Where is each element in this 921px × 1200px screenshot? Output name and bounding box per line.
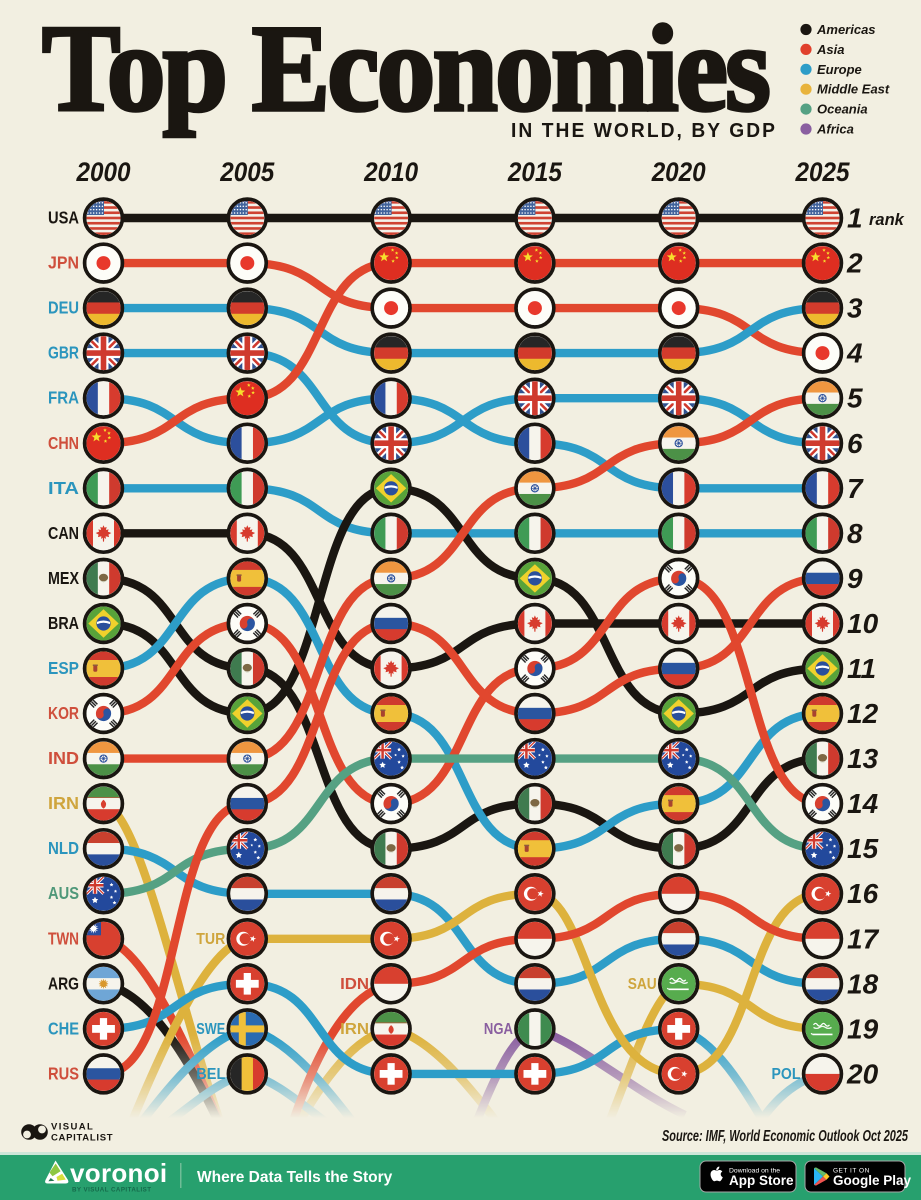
svg-text:20: 20 — [846, 1058, 879, 1089]
svg-text:7: 7 — [847, 473, 864, 504]
svg-text:FRA: FRA — [48, 388, 79, 408]
svg-text:NLD: NLD — [48, 838, 79, 858]
svg-text:2: 2 — [846, 248, 863, 279]
svg-text:ITA: ITA — [48, 478, 79, 498]
svg-text:Africa: Africa — [816, 122, 854, 137]
svg-text:IND: IND — [48, 748, 79, 768]
svg-text:Middle East: Middle East — [817, 82, 890, 97]
svg-text:2005: 2005 — [219, 157, 275, 187]
svg-text:Where Data Tells the Story: Where Data Tells the Story — [197, 1169, 393, 1186]
svg-text:DEU: DEU — [48, 298, 79, 318]
svg-text:NGA: NGA — [484, 1021, 513, 1038]
svg-text:4: 4 — [846, 338, 863, 369]
svg-text:2010: 2010 — [363, 157, 418, 187]
svg-text:BRA: BRA — [48, 613, 79, 633]
svg-text:IDN: IDN — [340, 976, 369, 993]
svg-text:13: 13 — [847, 743, 879, 774]
svg-text:5: 5 — [847, 383, 863, 414]
svg-text:IN THE WORLD, BY GDP: IN THE WORLD, BY GDP — [511, 119, 777, 142]
svg-text:16: 16 — [847, 878, 879, 909]
svg-text:2000: 2000 — [76, 157, 131, 187]
svg-text:2025: 2025 — [795, 157, 851, 187]
svg-text:Top Economies: Top Economies — [42, 0, 769, 137]
svg-text:9: 9 — [847, 563, 863, 594]
svg-text:11: 11 — [847, 653, 876, 684]
svg-text:voronoi: voronoi — [70, 1158, 167, 1188]
svg-text:JPN: JPN — [48, 253, 79, 273]
svg-text:USA: USA — [48, 208, 79, 228]
svg-text:17: 17 — [847, 923, 880, 954]
svg-text:rank: rank — [869, 211, 905, 229]
svg-text:CAN: CAN — [48, 523, 79, 543]
svg-text:ARG: ARG — [48, 973, 79, 993]
svg-text:POL: POL — [772, 1066, 801, 1083]
svg-text:2020: 2020 — [651, 157, 706, 187]
svg-text:1: 1 — [847, 203, 863, 234]
svg-text:Google Play: Google Play — [833, 1173, 912, 1188]
svg-text:18: 18 — [847, 968, 879, 999]
svg-text:2015: 2015 — [507, 157, 563, 187]
svg-text:AUS: AUS — [48, 883, 79, 903]
svg-text:BY VISUAL CAPITALIST: BY VISUAL CAPITALIST — [72, 1187, 151, 1194]
svg-text:KOR: KOR — [48, 703, 79, 723]
svg-text:GET IT ON: GET IT ON — [833, 1168, 870, 1175]
svg-text:19: 19 — [847, 1013, 879, 1044]
svg-text:MEX: MEX — [48, 568, 79, 588]
svg-text:10: 10 — [847, 608, 879, 639]
svg-text:Source: IMF, World Economic Ou: Source: IMF, World Economic Outlook Oct … — [662, 1128, 908, 1145]
svg-text:RUS: RUS — [48, 1063, 79, 1083]
svg-text:Europe: Europe — [817, 62, 862, 77]
svg-text:TUR: TUR — [196, 931, 225, 948]
svg-text:CHN: CHN — [48, 433, 79, 453]
svg-text:App Store: App Store — [729, 1173, 794, 1188]
svg-text:BEL: BEL — [196, 1066, 225, 1083]
svg-text:IRN: IRN — [48, 793, 79, 813]
svg-text:3: 3 — [847, 293, 863, 324]
svg-text:12: 12 — [847, 698, 879, 729]
svg-text:14: 14 — [847, 788, 879, 819]
svg-text:CAPITALIST: CAPITALIST — [51, 1133, 113, 1144]
svg-text:VISUAL: VISUAL — [51, 1122, 94, 1133]
svg-text:SWE: SWE — [196, 1021, 225, 1038]
svg-text:Oceania: Oceania — [817, 102, 868, 117]
svg-text:ESP: ESP — [48, 658, 79, 678]
svg-text:GBR: GBR — [48, 343, 79, 363]
svg-text:Asia: Asia — [816, 42, 844, 57]
svg-text:Americas: Americas — [816, 22, 876, 37]
svg-text:CHE: CHE — [48, 1018, 79, 1038]
svg-text:6: 6 — [847, 428, 863, 459]
svg-text:15: 15 — [847, 833, 879, 864]
svg-text:IRN: IRN — [340, 1021, 369, 1038]
svg-text:SAU: SAU — [628, 976, 657, 993]
svg-text:8: 8 — [847, 518, 863, 549]
svg-text:TWN: TWN — [48, 928, 79, 948]
svg-text:Download on the: Download on the — [729, 1168, 780, 1175]
